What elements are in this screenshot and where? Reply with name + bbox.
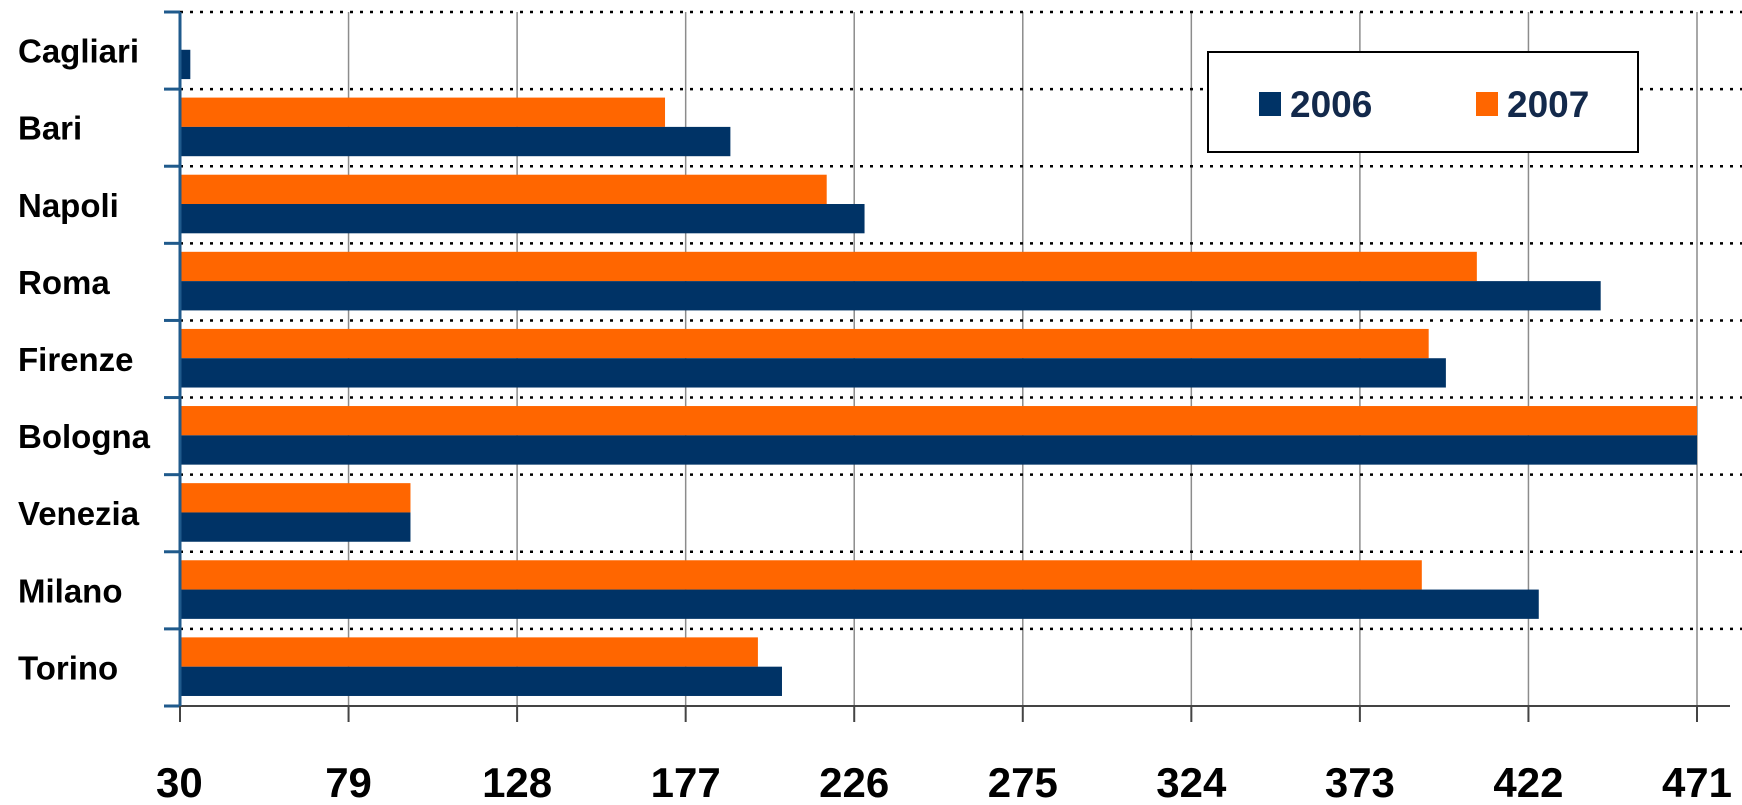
bar-2007-torino bbox=[180, 637, 758, 667]
category-label-torino: Torino bbox=[18, 649, 118, 686]
x-tick-label-30: 30 bbox=[156, 759, 203, 805]
legend-label-2006: 2006 bbox=[1290, 84, 1372, 125]
category-label-bari: Bari bbox=[18, 110, 82, 147]
category-label-cagliari: Cagliari bbox=[18, 33, 139, 70]
legend-swatch-2006 bbox=[1259, 92, 1281, 116]
category-label-venezia: Venezia bbox=[18, 495, 140, 532]
x-tick-label-422: 422 bbox=[1493, 759, 1563, 805]
bar-2006-napoli bbox=[180, 204, 865, 234]
bar-2006-torino bbox=[180, 666, 782, 696]
category-label-firenze: Firenze bbox=[18, 341, 134, 378]
x-tick-label-373: 373 bbox=[1325, 759, 1395, 805]
bar-2007-bologna bbox=[180, 406, 1697, 436]
bar-2006-firenze bbox=[180, 358, 1446, 388]
legend-swatch-2007 bbox=[1476, 92, 1498, 116]
bar-2007-roma bbox=[180, 251, 1477, 282]
category-label-bologna: Bologna bbox=[18, 418, 151, 455]
x-tick-label-79: 79 bbox=[325, 759, 372, 805]
bar-2006-bari bbox=[180, 126, 731, 157]
legend-label-2007: 2007 bbox=[1507, 84, 1589, 125]
bar-2006-milano bbox=[180, 589, 1539, 619]
bar-2007-napoli bbox=[180, 174, 827, 205]
category-label-roma: Roma bbox=[18, 264, 110, 301]
x-tick-label-324: 324 bbox=[1156, 759, 1227, 805]
category-label-napoli: Napoli bbox=[18, 187, 119, 224]
bar-2007-firenze bbox=[180, 328, 1429, 359]
bar-2006-venezia bbox=[180, 512, 411, 542]
bar-2006-roma bbox=[180, 281, 1601, 311]
x-tick-label-128: 128 bbox=[482, 759, 552, 805]
bar-2006-cagliari bbox=[180, 49, 191, 80]
bar-2007-bari bbox=[180, 97, 666, 127]
legend-box bbox=[1207, 51, 1639, 153]
bar-2006-bologna bbox=[180, 435, 1697, 465]
bar-2007-venezia bbox=[180, 483, 411, 513]
x-tick-label-177: 177 bbox=[651, 759, 721, 805]
category-label-milano: Milano bbox=[18, 572, 123, 609]
bar-2007-milano bbox=[180, 560, 1422, 590]
x-tick-label-275: 275 bbox=[988, 759, 1058, 805]
x-tick-label-471: 471 bbox=[1662, 759, 1732, 805]
x-tick-label-226: 226 bbox=[819, 759, 889, 805]
